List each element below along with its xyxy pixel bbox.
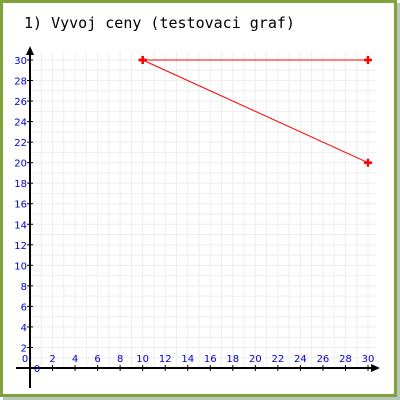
x-tick-label: 2 bbox=[49, 354, 55, 365]
x-tick-label: 30 bbox=[362, 354, 375, 365]
x-tick-label: 18 bbox=[226, 354, 239, 365]
x-tick-label: 12 bbox=[159, 354, 172, 365]
y-tick-label: 6 bbox=[21, 302, 27, 313]
y-tick-label: 28 bbox=[14, 77, 27, 88]
x-tick-label: 10 bbox=[136, 354, 149, 365]
y-tick-label: 30 bbox=[14, 56, 27, 67]
data-point-marker bbox=[364, 56, 372, 64]
x-axis-arrow bbox=[371, 364, 380, 372]
x-tick-label: 22 bbox=[271, 354, 284, 365]
x-tick-label: 24 bbox=[294, 354, 307, 365]
y-tick-label: 18 bbox=[14, 179, 27, 190]
y-tick-label: 20 bbox=[14, 159, 27, 170]
y-tick-label: 14 bbox=[14, 220, 27, 231]
x-tick-label: 8 bbox=[117, 354, 123, 365]
x-tick-label: 20 bbox=[249, 354, 262, 365]
y-tick-label: 22 bbox=[14, 138, 27, 149]
data-point-marker bbox=[364, 158, 372, 167]
y-tick-label: 24 bbox=[14, 118, 27, 129]
y-tick-label: 16 bbox=[14, 200, 27, 211]
series-line-2 bbox=[142, 59, 369, 164]
y-tick-label: 8 bbox=[21, 282, 27, 293]
x-tick-label: 6 bbox=[94, 354, 100, 365]
x-tick-label: 28 bbox=[339, 354, 352, 365]
chart-title: 1) Vyvoj ceny (testovaci graf) bbox=[24, 14, 295, 32]
y-tick-label: 2 bbox=[21, 343, 27, 354]
y-tick-label: 12 bbox=[14, 241, 27, 252]
y-tick-label: 4 bbox=[21, 323, 27, 334]
axis-layer bbox=[16, 46, 380, 388]
y-tick-label: 10 bbox=[14, 261, 27, 272]
x-tick-label: 0 bbox=[22, 354, 28, 365]
y-tick-label-zero: 0 bbox=[34, 364, 40, 375]
tick-labels: 0 2 4 6 8 10 12 14 16 18 20 22 24 26 28 302468101214161… bbox=[14, 56, 374, 375]
x-tick-label: 4 bbox=[72, 354, 78, 365]
x-tick-label: 16 bbox=[204, 354, 217, 365]
series-layer bbox=[138, 56, 372, 167]
data-point-marker bbox=[138, 56, 147, 64]
y-axis-arrow bbox=[26, 46, 34, 55]
x-tick-label: 14 bbox=[181, 354, 194, 365]
y-tick-label: 26 bbox=[14, 97, 27, 108]
x-tick-label: 26 bbox=[317, 354, 330, 365]
